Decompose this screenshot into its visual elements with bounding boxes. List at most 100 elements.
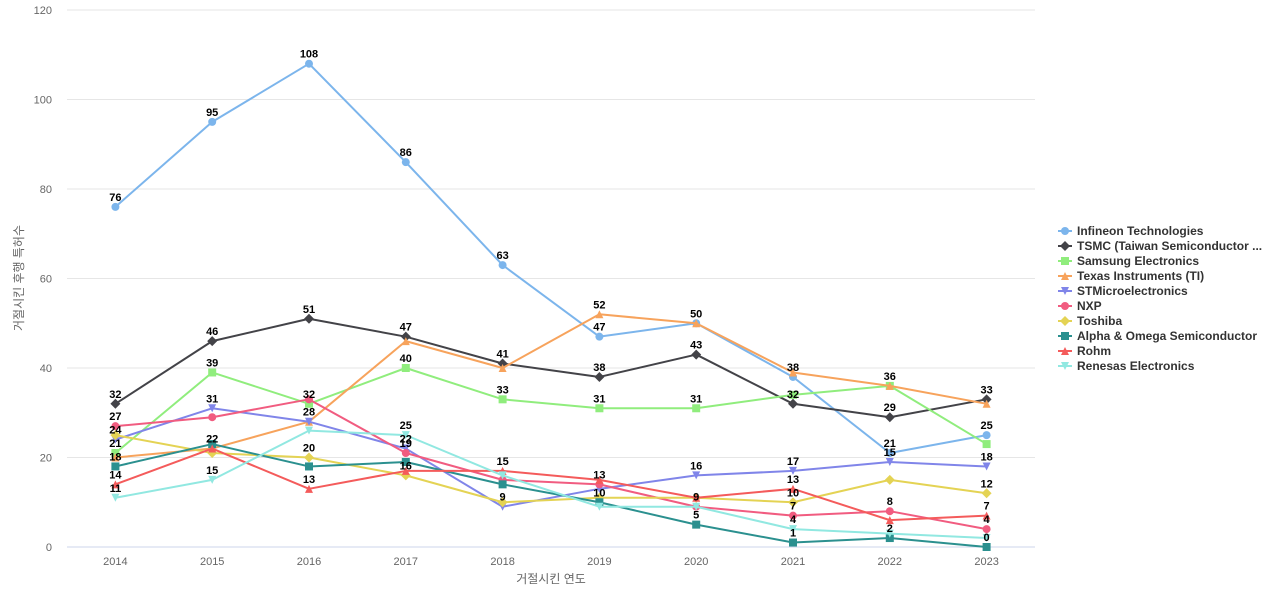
legend-item-3[interactable]: Texas Instruments (TI) xyxy=(1058,269,1204,283)
data-point xyxy=(208,368,217,377)
data-label: 8 xyxy=(887,496,893,508)
data-label: 32 xyxy=(109,389,121,401)
data-label: 51 xyxy=(303,304,315,316)
data-label: 50 xyxy=(690,308,702,320)
data-point xyxy=(788,497,798,508)
x-tick-label: 2021 xyxy=(781,556,805,568)
legend-item-5[interactable]: NXP xyxy=(1058,299,1102,313)
data-label: 33 xyxy=(980,384,992,396)
series-line xyxy=(115,407,987,508)
data-label: 108 xyxy=(300,49,318,61)
data-point xyxy=(208,440,217,449)
legend-label: Samsung Electronics xyxy=(1077,254,1199,268)
legend-item-7[interactable]: Alpha & Omega Semiconductor xyxy=(1058,329,1257,343)
data-label: 32 xyxy=(303,389,315,401)
data-label: 21 xyxy=(884,438,896,450)
data-label: 40 xyxy=(400,353,412,365)
x-tick-label: 2023 xyxy=(974,556,998,568)
data-point xyxy=(305,395,313,404)
data-label: 43 xyxy=(690,340,702,352)
data-point xyxy=(400,331,411,342)
data-point xyxy=(595,404,604,413)
x-tick-label: 2016 xyxy=(297,556,321,568)
data-point xyxy=(789,511,797,520)
data-point xyxy=(110,430,121,441)
legend-item-4[interactable]: STMicroelectronics xyxy=(1058,284,1188,298)
data-point xyxy=(208,404,217,413)
legend-marker xyxy=(1061,302,1069,310)
data-label: 4 xyxy=(984,514,991,526)
data-label: 20 xyxy=(303,443,315,455)
x-tick-label: 2015 xyxy=(200,556,224,568)
data-label: 36 xyxy=(884,371,896,383)
data-point xyxy=(692,471,701,480)
data-point xyxy=(111,480,120,489)
data-point xyxy=(595,332,604,341)
legend-marker xyxy=(1060,241,1070,251)
data-point xyxy=(498,261,507,270)
data-label: 9 xyxy=(693,492,699,504)
data-point xyxy=(111,493,120,502)
legend-item-2[interactable]: Samsung Electronics xyxy=(1058,254,1199,268)
data-point xyxy=(208,444,217,453)
data-label: 13 xyxy=(303,474,315,486)
legend-item-0[interactable]: Infineon Technologies xyxy=(1058,224,1204,238)
data-point xyxy=(208,413,217,422)
legend-item-9[interactable]: Renesas Electronics xyxy=(1058,359,1195,373)
data-point xyxy=(304,313,314,324)
y-tick-label: 0 xyxy=(46,542,52,554)
x-tick-label: 2020 xyxy=(684,556,708,568)
data-label: 10 xyxy=(593,487,605,499)
data-point xyxy=(498,471,507,480)
x-tick-label: 2019 xyxy=(587,556,611,568)
data-label: 27 xyxy=(109,411,121,423)
legend-item-8[interactable]: Rohm xyxy=(1058,344,1111,358)
data-point xyxy=(401,158,410,167)
data-label: 32 xyxy=(787,389,799,401)
data-point xyxy=(111,449,120,458)
legend-marker xyxy=(1061,272,1069,280)
series-line xyxy=(114,367,988,454)
data-label: 13 xyxy=(593,469,605,481)
legend-item-1[interactable]: TSMC (Taiwan Semiconductor ... xyxy=(1058,239,1262,253)
data-point xyxy=(981,394,992,405)
data-label: 28 xyxy=(303,407,315,419)
y-tick-label: 60 xyxy=(40,274,52,286)
data-point xyxy=(885,381,894,390)
data-point xyxy=(885,507,894,516)
data-point xyxy=(982,511,991,520)
data-label: 16 xyxy=(400,460,412,472)
data-label: 25 xyxy=(400,420,412,432)
data-point xyxy=(982,399,991,408)
data-point xyxy=(885,457,894,466)
series-line xyxy=(115,313,987,459)
data-point xyxy=(498,480,507,489)
data-label: 2 xyxy=(887,523,893,535)
data-point xyxy=(111,422,120,431)
data-point xyxy=(497,497,508,508)
legend-marker xyxy=(1061,257,1069,265)
data-label: 13 xyxy=(787,474,799,486)
series-9 xyxy=(111,426,991,543)
data-point xyxy=(208,117,217,126)
series-6 xyxy=(110,430,992,508)
data-label: 29 xyxy=(884,402,896,414)
series-line xyxy=(115,429,987,540)
data-point xyxy=(595,310,604,319)
data-labels: 7695108866347503821253246514741384332293… xyxy=(109,49,992,544)
series-7 xyxy=(111,440,991,551)
data-label: 25 xyxy=(980,420,992,432)
data-point xyxy=(789,484,797,493)
legend-item-6[interactable]: Toshiba xyxy=(1058,314,1122,328)
data-label: 9 xyxy=(500,492,506,504)
data-point xyxy=(788,398,798,409)
data-point xyxy=(789,466,797,475)
series-line xyxy=(115,398,987,531)
data-label: 1 xyxy=(790,528,796,540)
data-label: 7 xyxy=(790,501,796,513)
data-point xyxy=(885,516,894,525)
grid-lines xyxy=(67,9,1035,548)
legend-label: Rohm xyxy=(1077,344,1111,358)
data-point xyxy=(305,426,313,435)
legend-marker xyxy=(1061,332,1069,340)
